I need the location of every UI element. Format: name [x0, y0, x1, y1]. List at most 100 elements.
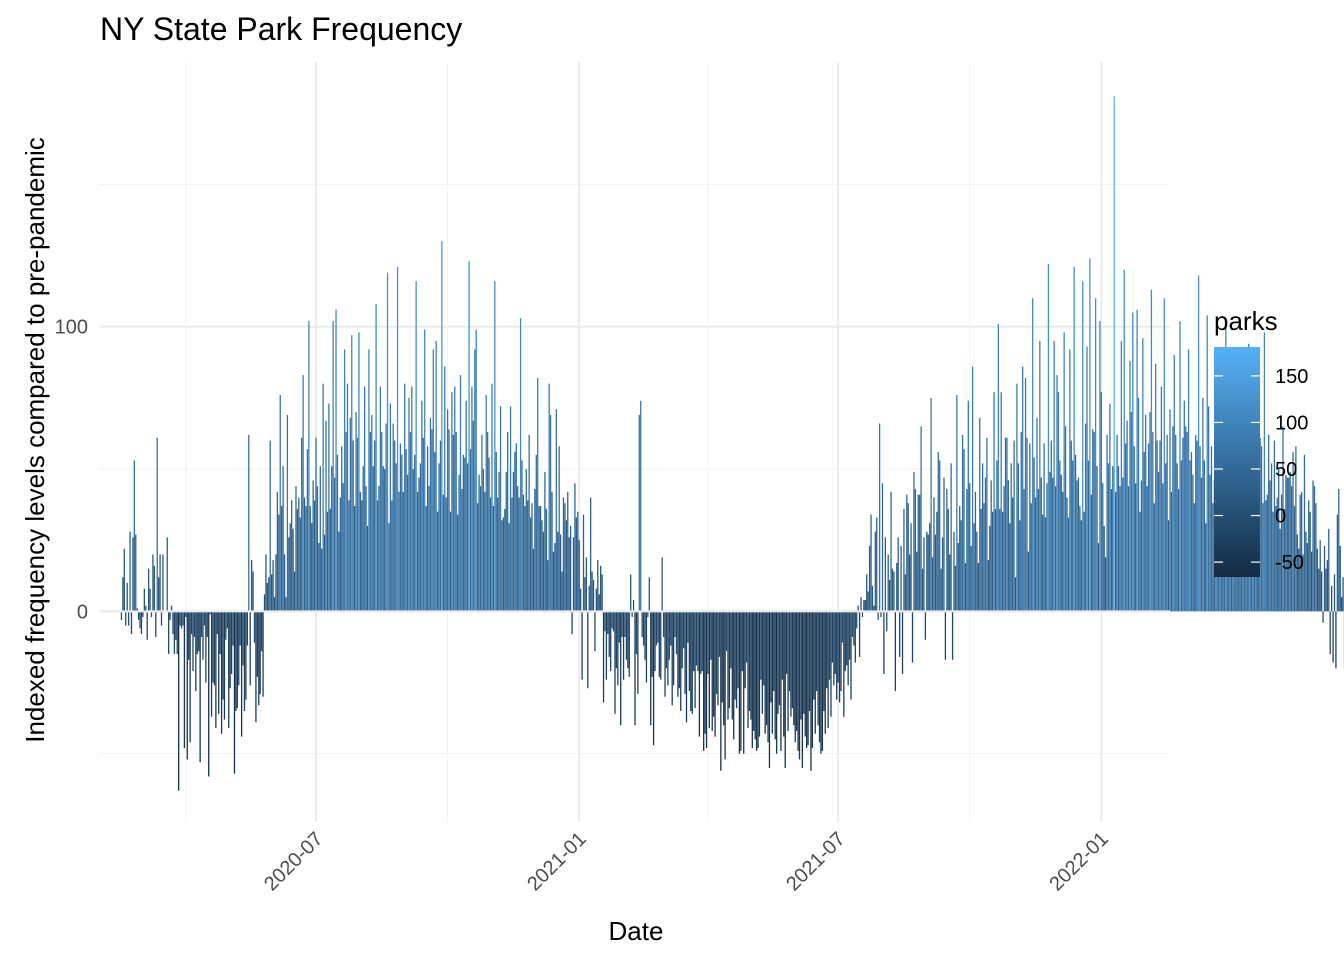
bar [226, 611, 228, 629]
bar [622, 611, 625, 680]
bar [349, 417, 351, 612]
bar [590, 497, 592, 612]
bar [401, 454, 403, 612]
bar [1125, 443, 1127, 612]
bar [1140, 480, 1143, 612]
bar [858, 611, 861, 657]
bar [196, 611, 198, 655]
bar [1176, 463, 1178, 612]
bar [210, 611, 213, 717]
bar [1033, 457, 1035, 612]
bar [552, 551, 555, 612]
bar [1167, 520, 1170, 612]
x-tick-label: 2021-01 [523, 828, 590, 895]
bar [271, 574, 273, 612]
bar [780, 611, 782, 751]
bar [464, 457, 466, 612]
bar [479, 486, 482, 612]
bar [1110, 488, 1112, 612]
chart-title: NY State Park Frequency [100, 11, 462, 47]
bar [741, 611, 743, 672]
bar [1170, 491, 1173, 612]
bar [466, 463, 469, 612]
bar [953, 531, 955, 612]
bar [558, 446, 560, 612]
bar [827, 611, 829, 729]
bar [202, 611, 204, 660]
bar [1090, 494, 1092, 612]
bar [926, 531, 928, 612]
bar [542, 531, 545, 612]
bar [126, 582, 128, 612]
bar [328, 403, 330, 612]
bar [670, 611, 672, 646]
bar [305, 506, 307, 612]
bar [1269, 480, 1271, 612]
bar [1162, 483, 1164, 612]
bar [764, 611, 766, 734]
bar [1093, 432, 1095, 612]
bar [943, 477, 945, 612]
bar [929, 523, 931, 612]
bar [864, 599, 866, 612]
bar [886, 611, 888, 632]
bar [143, 588, 145, 612]
bar [1156, 440, 1158, 612]
bar [856, 611, 858, 629]
bar [130, 611, 133, 635]
bar [175, 611, 177, 640]
bar [1288, 477, 1290, 612]
bar [1009, 523, 1011, 612]
bar [597, 560, 599, 612]
bar [275, 554, 277, 612]
bar [678, 611, 680, 689]
bar [353, 506, 356, 612]
bar [927, 534, 929, 612]
bar [654, 611, 656, 672]
bar [1007, 480, 1009, 612]
bar [1209, 474, 1211, 612]
bar [630, 574, 632, 612]
bar [298, 497, 300, 612]
bar [1259, 437, 1261, 612]
bar [534, 488, 536, 612]
bar [1149, 412, 1151, 612]
bar [1298, 548, 1300, 612]
legend-title: parks [1214, 306, 1278, 336]
bar [870, 514, 872, 612]
bar [1179, 321, 1181, 612]
bar [911, 611, 914, 663]
bar [133, 460, 135, 612]
bar [1003, 486, 1005, 612]
bar [949, 554, 951, 612]
bar [1087, 460, 1090, 612]
bar [774, 611, 776, 740]
bar [993, 392, 995, 612]
bar [512, 471, 515, 612]
bar [963, 449, 965, 612]
bar [192, 611, 194, 672]
bar [1210, 446, 1213, 612]
bar [1050, 440, 1052, 612]
bar [931, 557, 934, 612]
bar [1027, 551, 1030, 612]
bar [934, 534, 937, 612]
bar [773, 611, 775, 692]
bar [730, 611, 732, 669]
bar [698, 611, 701, 737]
bar [684, 611, 686, 694]
bar [1292, 451, 1294, 612]
bar [507, 432, 509, 612]
x-axis-ticks: 2020-07 2021-01 2021-07 2022-01 [260, 828, 1113, 895]
bar [936, 511, 938, 612]
bar [471, 386, 473, 612]
bar [652, 611, 655, 746]
bar [198, 611, 200, 652]
bar [604, 611, 606, 632]
bar [1202, 397, 1204, 612]
bar [703, 611, 705, 751]
bar [1147, 443, 1150, 612]
bar [1183, 400, 1185, 612]
bar [1275, 506, 1277, 612]
bar [1139, 511, 1141, 612]
